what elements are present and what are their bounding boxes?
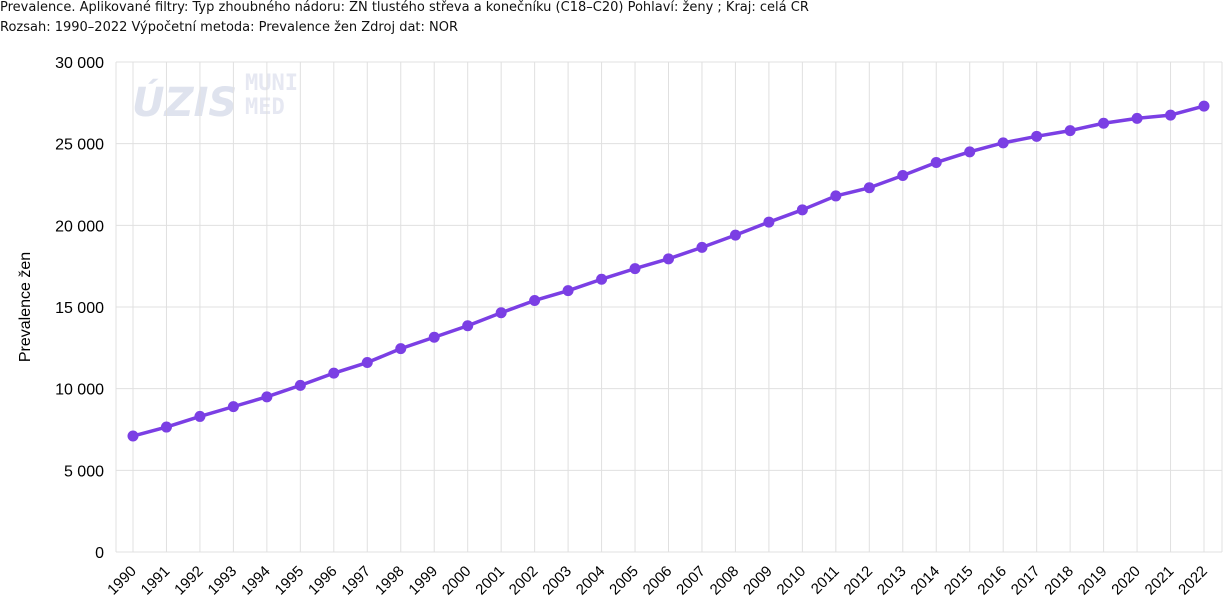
y-tick-label: 30 000 [55, 55, 104, 72]
uzis-logo-watermark: ÚZIS [132, 78, 237, 126]
x-tick-label: 2015 [941, 563, 977, 599]
x-tick-label: 2020 [1108, 563, 1144, 599]
x-axis-ticks: 1990199119921993199419951996199719981999… [104, 563, 1211, 599]
x-tick-label: 2001 [472, 563, 508, 599]
data-point[interactable] [696, 241, 708, 253]
data-point[interactable] [830, 190, 842, 202]
x-tick-label: 2004 [573, 563, 609, 599]
y-tick-label: 20 000 [55, 218, 104, 235]
data-point[interactable] [562, 285, 574, 297]
data-point[interactable] [328, 367, 340, 379]
data-point[interactable] [1064, 125, 1076, 137]
data-point[interactable] [529, 294, 541, 306]
x-tick-label: 1996 [305, 563, 341, 599]
data-point[interactable] [897, 170, 909, 182]
data-point[interactable] [796, 204, 808, 216]
x-tick-label: 1990 [104, 563, 140, 599]
y-tick-label: 5 000 [64, 463, 104, 480]
x-tick-label: 2002 [506, 563, 542, 599]
data-point[interactable] [1131, 112, 1143, 124]
data-point[interactable] [1031, 130, 1043, 142]
x-tick-label: 2007 [673, 563, 709, 599]
data-point[interactable] [1165, 109, 1177, 121]
x-tick-label: 1998 [372, 563, 408, 599]
x-tick-label: 2003 [539, 563, 575, 599]
x-tick-label: 2017 [1008, 563, 1044, 599]
data-point[interactable] [997, 137, 1009, 149]
x-tick-label: 1994 [238, 563, 274, 599]
x-tick-label: 1992 [171, 563, 207, 599]
x-tick-label: 2000 [439, 563, 475, 599]
x-tick-label: 2014 [907, 563, 943, 599]
data-point[interactable] [194, 410, 206, 422]
x-tick-label: 1993 [205, 563, 241, 599]
data-point[interactable] [495, 307, 507, 319]
x-tick-label: 2018 [1041, 563, 1077, 599]
range-description: Rozsah: 1990–2022 Výpočetní metoda: Prev… [0, 20, 459, 35]
x-tick-label: 2012 [841, 563, 877, 599]
data-point[interactable] [1198, 100, 1210, 112]
data-point[interactable] [127, 430, 139, 442]
data-point[interactable] [395, 343, 407, 355]
data-point[interactable] [361, 357, 373, 369]
data-point[interactable] [1098, 117, 1110, 129]
data-point[interactable] [596, 273, 608, 285]
x-tick-label: 2011 [808, 563, 843, 598]
chart-grid [115, 61, 1223, 553]
data-point[interactable] [763, 216, 775, 228]
data-point[interactable] [227, 401, 239, 413]
data-point[interactable] [863, 182, 875, 194]
data-point[interactable] [964, 146, 976, 158]
series-layer [127, 100, 1210, 442]
y-axis-label: Prevalence žen [17, 252, 34, 362]
y-tick-label: 0 [95, 545, 104, 562]
y-tick-label: 10 000 [55, 382, 104, 399]
muni-logo-watermark-top: MUNI [245, 71, 298, 96]
x-tick-label: 2021 [1142, 563, 1178, 599]
data-point[interactable] [294, 379, 306, 391]
data-point[interactable] [160, 421, 172, 433]
data-point[interactable] [629, 263, 641, 275]
watermark-logos: ÚZIS MUNI MED [132, 71, 298, 126]
y-tick-label: 15 000 [55, 300, 104, 317]
chart-header: Prevalence. Aplikované filtry: Typ zhoub… [0, 0, 1228, 38]
x-tick-label: 1999 [405, 563, 441, 599]
x-tick-label: 2013 [874, 563, 910, 599]
filter-description: Prevalence. Aplikované filtry: Typ zhoub… [0, 0, 809, 15]
x-tick-label: 2019 [1075, 563, 1111, 599]
data-point[interactable] [462, 320, 474, 332]
y-tick-label: 25 000 [55, 137, 104, 154]
x-tick-label: 2016 [974, 563, 1010, 599]
data-point[interactable] [428, 331, 440, 343]
x-tick-label: 2008 [707, 563, 743, 599]
x-tick-label: 2022 [1175, 563, 1211, 599]
data-point[interactable] [729, 229, 741, 241]
data-point[interactable] [930, 156, 942, 168]
data-point[interactable] [663, 253, 674, 265]
data-point[interactable] [261, 391, 273, 403]
x-tick-label: 1997 [338, 563, 374, 599]
x-tick-label: 1991 [138, 563, 174, 599]
y-axis-ticks: 0 5 000 10 000 15 000 20 000 25 000 30 000 [55, 55, 104, 562]
x-tick-label: 2010 [774, 563, 810, 599]
x-tick-label: 2009 [740, 563, 776, 599]
muni-logo-watermark-bottom: MED [245, 95, 285, 120]
x-tick-label: 1995 [272, 563, 308, 599]
x-tick-label: 2005 [606, 563, 642, 599]
x-tick-label: 2006 [640, 563, 676, 599]
